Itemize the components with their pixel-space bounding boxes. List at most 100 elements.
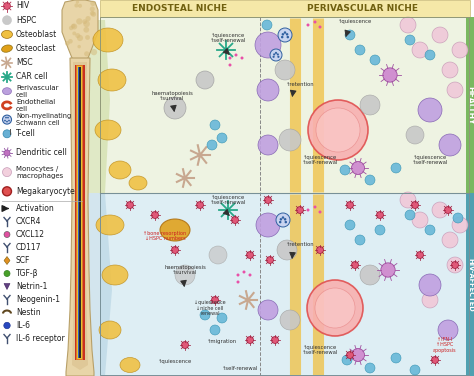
Circle shape bbox=[5, 117, 7, 118]
Circle shape bbox=[224, 48, 228, 52]
Circle shape bbox=[246, 337, 254, 344]
Circle shape bbox=[228, 56, 231, 59]
Circle shape bbox=[4, 322, 10, 329]
Circle shape bbox=[280, 218, 282, 221]
Circle shape bbox=[270, 49, 282, 61]
Polygon shape bbox=[78, 66, 82, 359]
Circle shape bbox=[90, 6, 95, 12]
Circle shape bbox=[8, 120, 10, 121]
Text: ↑self-renewal: ↑self-renewal bbox=[222, 365, 258, 370]
Circle shape bbox=[90, 1, 96, 6]
Ellipse shape bbox=[109, 161, 131, 179]
Text: Megakaryocyte: Megakaryocyte bbox=[16, 187, 75, 196]
Circle shape bbox=[340, 165, 350, 175]
Polygon shape bbox=[79, 67, 81, 358]
Ellipse shape bbox=[1, 45, 12, 52]
Circle shape bbox=[355, 45, 365, 55]
Circle shape bbox=[240, 56, 244, 59]
Circle shape bbox=[4, 150, 10, 156]
Circle shape bbox=[6, 121, 8, 123]
Circle shape bbox=[273, 56, 274, 58]
Circle shape bbox=[226, 208, 230, 212]
Circle shape bbox=[342, 355, 352, 365]
Text: ↑IFN-I
↑HSPC
apoptosis: ↑IFN-I ↑HSPC apoptosis bbox=[433, 337, 457, 353]
Circle shape bbox=[275, 52, 277, 54]
Circle shape bbox=[447, 257, 463, 273]
Circle shape bbox=[438, 320, 458, 340]
Circle shape bbox=[209, 246, 227, 264]
Circle shape bbox=[74, 3, 79, 8]
Circle shape bbox=[319, 26, 321, 29]
Text: TGF-β: TGF-β bbox=[16, 269, 38, 278]
Circle shape bbox=[152, 211, 158, 218]
Circle shape bbox=[391, 163, 401, 173]
Circle shape bbox=[297, 206, 303, 214]
FancyBboxPatch shape bbox=[466, 17, 474, 193]
Text: Activation: Activation bbox=[16, 204, 55, 213]
Text: IL-6: IL-6 bbox=[16, 321, 30, 330]
Text: HEALTHY: HEALTHY bbox=[465, 86, 474, 124]
Circle shape bbox=[266, 256, 273, 264]
Circle shape bbox=[211, 297, 219, 303]
Circle shape bbox=[425, 225, 435, 235]
FancyBboxPatch shape bbox=[100, 17, 470, 193]
Circle shape bbox=[307, 209, 310, 211]
Circle shape bbox=[284, 221, 287, 223]
Polygon shape bbox=[88, 20, 110, 193]
Circle shape bbox=[6, 76, 9, 79]
Circle shape bbox=[68, 39, 73, 44]
Circle shape bbox=[235, 53, 237, 56]
Circle shape bbox=[352, 162, 365, 174]
Circle shape bbox=[258, 135, 278, 155]
Circle shape bbox=[210, 325, 220, 335]
Circle shape bbox=[355, 235, 365, 245]
Circle shape bbox=[452, 261, 458, 268]
Circle shape bbox=[422, 292, 438, 308]
Circle shape bbox=[71, 24, 77, 30]
Circle shape bbox=[276, 213, 290, 227]
Circle shape bbox=[383, 68, 397, 82]
Circle shape bbox=[315, 288, 355, 328]
Circle shape bbox=[411, 202, 419, 209]
Circle shape bbox=[237, 280, 239, 284]
Circle shape bbox=[217, 313, 227, 323]
Circle shape bbox=[71, 24, 75, 28]
Polygon shape bbox=[66, 58, 94, 376]
Circle shape bbox=[439, 134, 461, 156]
Circle shape bbox=[352, 261, 358, 268]
Circle shape bbox=[400, 192, 416, 208]
Ellipse shape bbox=[98, 69, 126, 91]
Circle shape bbox=[277, 53, 279, 56]
FancyBboxPatch shape bbox=[466, 193, 474, 376]
Text: CD117: CD117 bbox=[16, 243, 42, 252]
Text: Nestin: Nestin bbox=[16, 308, 41, 317]
Circle shape bbox=[313, 206, 317, 209]
Circle shape bbox=[316, 108, 360, 152]
Text: haematopoiesis
↑survival: haematopoiesis ↑survival bbox=[164, 265, 206, 275]
Polygon shape bbox=[88, 193, 112, 376]
Circle shape bbox=[91, 49, 97, 55]
Text: ↑quiescence
↑self-renewal: ↑quiescence ↑self-renewal bbox=[412, 155, 448, 165]
Circle shape bbox=[2, 115, 11, 124]
Circle shape bbox=[82, 19, 87, 24]
Text: CXCL12: CXCL12 bbox=[16, 230, 45, 239]
Circle shape bbox=[2, 168, 11, 177]
Circle shape bbox=[4, 270, 10, 276]
Circle shape bbox=[280, 310, 300, 330]
Circle shape bbox=[308, 100, 368, 160]
Circle shape bbox=[237, 273, 239, 276]
Circle shape bbox=[346, 352, 354, 358]
Text: ↑migration: ↑migration bbox=[207, 340, 237, 344]
Circle shape bbox=[376, 211, 383, 218]
Ellipse shape bbox=[1, 30, 12, 38]
Circle shape bbox=[405, 210, 415, 220]
Text: ↑retention: ↑retention bbox=[286, 82, 314, 88]
Circle shape bbox=[217, 133, 227, 143]
Ellipse shape bbox=[160, 219, 190, 241]
Circle shape bbox=[278, 28, 292, 42]
Text: Netrin-1: Netrin-1 bbox=[16, 282, 47, 291]
Circle shape bbox=[210, 120, 220, 130]
FancyBboxPatch shape bbox=[100, 0, 470, 17]
Circle shape bbox=[419, 274, 441, 296]
Ellipse shape bbox=[96, 215, 124, 235]
